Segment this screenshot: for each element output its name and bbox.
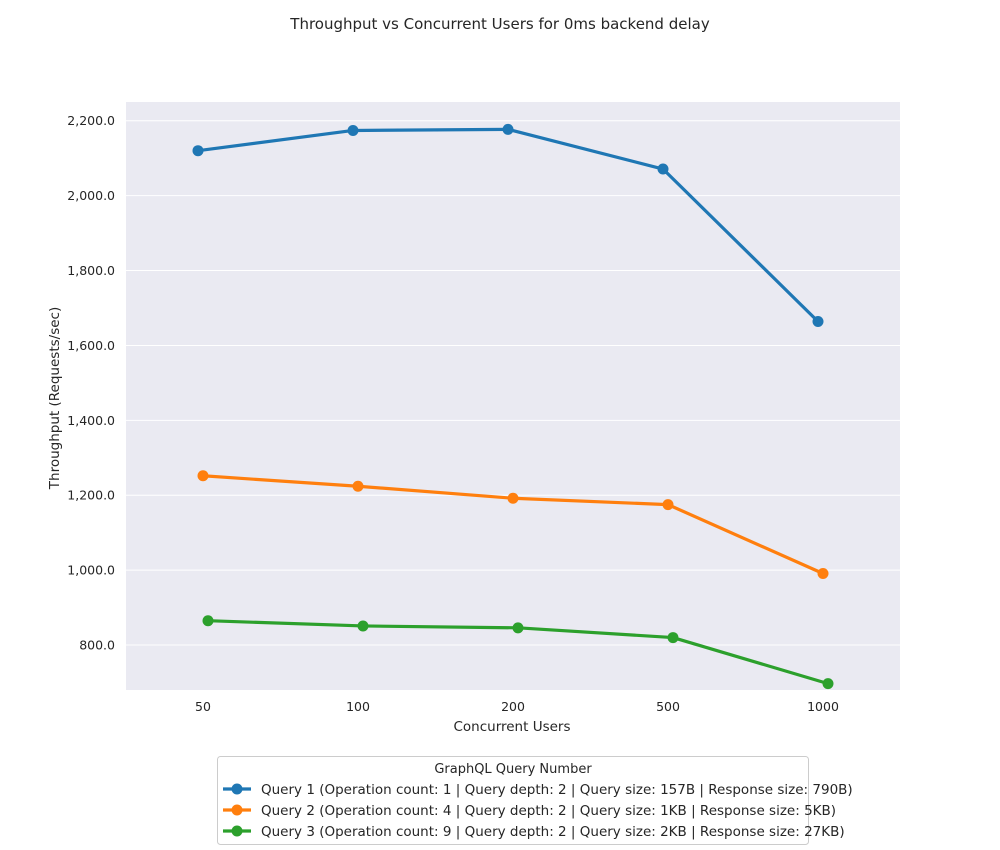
y-tick-label: 2,000.0 [67,188,115,203]
chart-title: Throughput vs Concurrent Users for 0ms b… [289,15,710,33]
data-point-query-2 [817,568,829,580]
plot-area [126,102,900,690]
y-axis-label: Throughput (Requests/sec) [47,307,63,490]
data-point-query-3 [667,632,679,644]
x-tick-label: 50 [195,699,211,714]
legend-label-query-1: Query 1 (Operation count: 1 | Query dept… [261,782,853,798]
data-point-query-1 [812,315,824,327]
legend-box [217,756,809,845]
x-axis-ticks: 50 100 200 500 1000 [195,699,839,714]
data-point-query-2 [197,470,209,482]
data-point-query-1 [657,163,669,175]
x-tick-label: 500 [656,699,680,714]
y-tick-label: 1,600.0 [67,338,115,353]
data-point-query-1 [502,123,514,135]
data-point-query-2 [352,480,364,492]
legend-items: Query 1 (Operation count: 1 | Query dept… [223,782,853,840]
data-point-query-1 [192,145,204,157]
y-tick-label: 1,400.0 [67,413,115,428]
y-tick-label: 1,000.0 [67,563,115,578]
data-point-query-2 [662,499,674,511]
data-point-query-1 [347,124,359,136]
legend-label-query-2: Query 2 (Operation count: 4 | Query dept… [261,803,836,819]
legend-label-query-3: Query 3 (Operation count: 9 | Query dept… [261,824,845,840]
data-point-query-3 [512,622,524,634]
legend-title: GraphQL Query Number [434,762,592,777]
x-tick-label: 1000 [807,699,839,714]
legend-marker-query-1 [231,783,243,795]
x-axis-label: Concurrent Users [453,719,570,735]
legend-marker-query-2 [231,804,243,816]
data-point-query-2 [507,492,519,504]
legend: GraphQL Query Number Query 1 (Operation … [217,756,853,845]
data-point-query-3 [357,620,369,632]
y-tick-label: 800.0 [79,638,115,653]
y-axis-ticks: 800.0 1,000.0 1,200.0 1,400.0 1,600.0 1,800.0… [67,113,115,652]
y-tick-label: 1,200.0 [67,488,115,503]
y-tick-label: 1,800.0 [67,263,115,278]
y-tick-label: 2,200.0 [67,113,115,128]
series-layer [192,123,834,690]
data-point-query-3 [822,678,834,690]
legend-marker-query-3 [231,825,243,837]
x-tick-label: 100 [346,699,370,714]
x-tick-label: 200 [501,699,525,714]
data-point-query-3 [202,615,214,627]
